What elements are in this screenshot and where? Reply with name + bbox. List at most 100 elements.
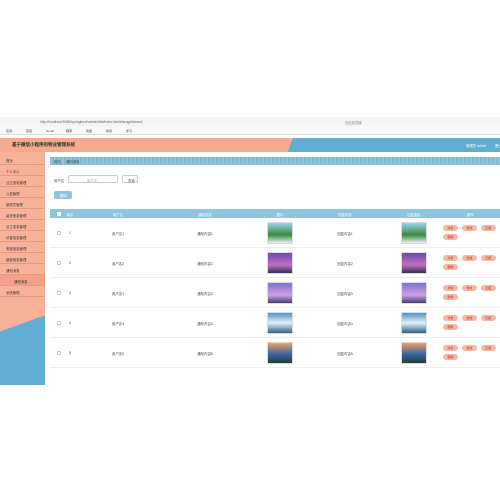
browser-search[interactable]: 在此处搜索	[345, 121, 362, 125]
table-row: 3 用户名3 通知内容3 回复内容3 详情 修改 回复删除	[50, 278, 500, 308]
action-button[interactable]: 详情	[443, 255, 458, 261]
logout[interactable]: 退出	[495, 144, 500, 148]
breadcrumb: 首页 通知消息	[50, 157, 500, 165]
menu-item[interactable]: 公告管理	[0, 187, 45, 198]
column-header: 索引	[66, 213, 74, 217]
menu-item[interactable]: 个人中心	[0, 165, 45, 176]
checkbox[interactable]	[57, 291, 61, 295]
action-button[interactable]: 回复	[481, 345, 496, 351]
table-body: 1 用户名1 通知内容1 回复内容1 详情 修改 回复 删除 2 用户名2 通知内容2 回复内容2 详情…	[50, 218, 500, 385]
image	[401, 252, 427, 274]
menu-item[interactable]: 业主信息管理	[0, 220, 45, 231]
action-button[interactable]: 修改	[462, 315, 477, 321]
action-button[interactable]: 删除	[443, 234, 458, 240]
cell: 通知内容4	[197, 322, 213, 326]
sidebar: 首页 个人中心 业主信息管理 公告管理 维修员管理 留言信息管理 业主信息管理 访客信息管理收…	[0, 152, 45, 385]
checkbox[interactable]	[57, 321, 61, 325]
image	[401, 222, 427, 244]
bookmark[interactable]: 新闻	[106, 129, 113, 133]
bookmark[interactable]: 地图	[86, 129, 93, 133]
action-button[interactable]: 修改	[462, 225, 477, 231]
header: 基于微信小程序的物业管理系统 管理员 admin 退出	[0, 138, 500, 152]
cell: 4	[69, 321, 71, 325]
menu-item[interactable]: 维修员管理	[0, 198, 45, 209]
image	[401, 312, 427, 334]
column-header: 用户名	[112, 213, 124, 217]
action-button[interactable]: 详情	[443, 315, 458, 321]
bookmark[interactable]: 百度	[26, 129, 33, 133]
bookmark[interactable]: 翻译	[66, 129, 73, 133]
checkbox[interactable]	[57, 231, 61, 235]
table-row: 1 用户名1 通知内容1 回复内容1 详情 修改 回复删除	[50, 218, 500, 248]
checkbox[interactable]	[57, 261, 61, 265]
search-button[interactable]: 查询	[122, 175, 138, 183]
menu-item[interactable]: 业主信息管理	[0, 176, 45, 187]
cell: 回复内容5	[337, 352, 353, 356]
bookmark[interactable]: 应用	[6, 129, 13, 133]
column-header: 操作	[466, 213, 474, 217]
image	[267, 222, 293, 244]
cell: 用户名4	[111, 322, 125, 326]
cell: 回复内容3	[337, 292, 353, 296]
placeholder: 用户名	[87, 179, 98, 183]
menu-item[interactable]: 通知消息	[0, 264, 45, 275]
bookmarks-bar: 应用 百度 Gmail 翻译 地图 新闻 学习	[0, 127, 500, 135]
cell: 5	[69, 351, 71, 355]
action-button[interactable]: 修改	[462, 345, 477, 351]
cell: 3	[69, 291, 71, 295]
menu-item[interactable]: 系统管理	[0, 286, 45, 297]
action-button[interactable]: 删除	[443, 354, 458, 360]
action-button[interactable]: 修改	[462, 285, 477, 291]
cell: 回复内容4	[337, 322, 353, 326]
menu-item[interactable]: 留言信息管理	[0, 209, 45, 220]
column-header: 图片	[276, 213, 284, 217]
search-input[interactable]: 用户名	[68, 175, 118, 183]
image	[267, 282, 293, 304]
cell: 1	[69, 231, 71, 235]
column-header: 回复图片	[407, 213, 421, 217]
cell: 通知内容3	[197, 292, 213, 296]
action-button[interactable]: 删除	[443, 324, 458, 330]
screen: http://localhost:8080/springboot/admin/d…	[0, 115, 500, 385]
action-button[interactable]: 详情	[443, 225, 458, 231]
cell: 用户名1	[111, 232, 125, 236]
title: 基于微信小程序的物业管理系统	[12, 142, 75, 147]
cell: 通知内容5	[197, 352, 213, 356]
action-button[interactable]: 回复	[481, 315, 496, 321]
delete-button[interactable]: 删除	[54, 191, 72, 199]
cell: 通知内容1	[197, 232, 213, 236]
action-button[interactable]: 回复	[481, 285, 496, 291]
bookmark[interactable]: Gmail	[46, 129, 54, 133]
user: 管理员 admin	[466, 144, 487, 148]
browser-bar: http://localhost:8080/springboot/admin/d…	[0, 117, 500, 127]
image	[267, 252, 293, 274]
cell: 回复内容1	[337, 232, 353, 236]
image	[267, 342, 293, 364]
action-button[interactable]: 回复	[481, 225, 496, 231]
checkbox[interactable]	[57, 351, 61, 355]
cell: 回复内容2	[337, 262, 353, 266]
cell: 2	[69, 261, 71, 265]
menu-item[interactable]: 通知消息	[0, 275, 45, 286]
cell: 用户名2	[111, 262, 125, 266]
image	[267, 312, 293, 334]
crumb: 通知消息	[66, 160, 80, 164]
action-button[interactable]: 详情	[443, 345, 458, 351]
menu-item[interactable]: 收费信息管理	[0, 242, 45, 253]
menu-item[interactable]: 缴费信息管理	[0, 253, 45, 264]
bookmark[interactable]: 学习	[126, 129, 133, 133]
action-button[interactable]: 详情	[443, 285, 458, 291]
menu-item[interactable]: 首页	[0, 154, 45, 165]
action-button[interactable]: 删除	[443, 264, 458, 270]
action-button[interactable]: 回复	[481, 255, 496, 261]
crumb[interactable]: 首页	[54, 160, 61, 164]
cell: 用户名3	[111, 292, 125, 296]
menu-item[interactable]: 访客信息管理	[0, 231, 45, 242]
search-label: 用户名	[54, 179, 65, 183]
checkbox[interactable]	[57, 211, 61, 216]
action-button[interactable]: 修改	[462, 255, 477, 261]
table-row: 2 用户名2 通知内容2 回复内容2 详情 修改 回复 删除	[50, 248, 500, 278]
action-button[interactable]: 删除	[443, 294, 458, 300]
table-header: 索引 用户名 通知内容 图片 回复内容 回复图片 操作	[50, 209, 500, 218]
